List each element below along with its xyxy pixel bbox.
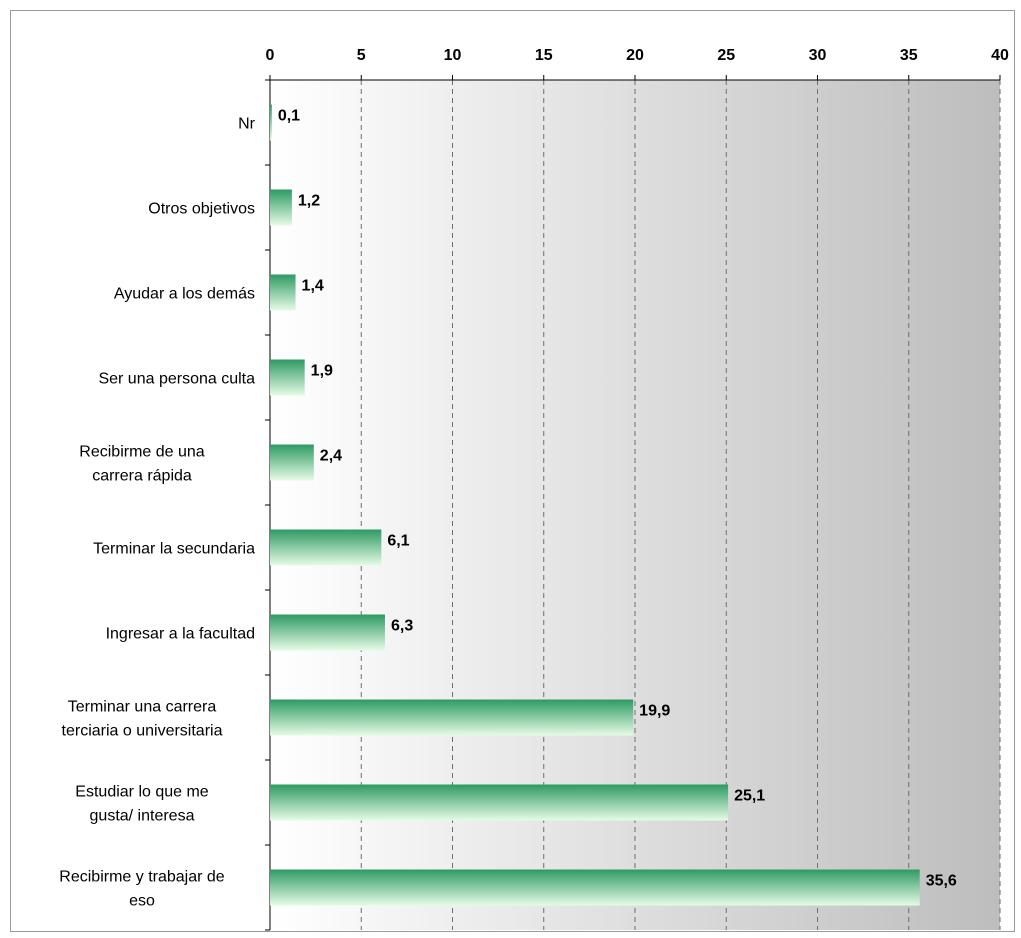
data-label-10: 35,6 (926, 873, 957, 890)
data-label-2: 1,2 (298, 193, 320, 210)
x-tick-label-30: 30 (809, 47, 827, 64)
category-label-2: Otros objetivos (148, 201, 255, 218)
bar-7 (270, 614, 385, 651)
category-label-7: Ingresar a la facultad (106, 626, 255, 643)
category-label-6: Terminar la secundaria (93, 541, 255, 558)
data-label-3: 1,4 (302, 278, 324, 295)
data-label-1: 0,1 (278, 108, 300, 125)
x-tick-label-0: 0 (266, 47, 275, 64)
bar-3 (270, 274, 296, 311)
data-label-9: 25,1 (734, 788, 765, 805)
category-label-4: Ser una persona culta (98, 371, 255, 388)
bar-5 (270, 444, 314, 481)
bar-4 (270, 359, 305, 396)
bar-2 (270, 189, 292, 226)
x-tick-label-5: 5 (357, 47, 366, 64)
x-tick-label-35: 35 (900, 47, 918, 64)
x-tick-label-10: 10 (444, 47, 462, 64)
data-label-4: 1,9 (311, 363, 333, 380)
data-label-6: 6,1 (387, 533, 409, 550)
data-label-8: 19,9 (639, 703, 670, 720)
x-tick-label-40: 40 (991, 47, 1009, 64)
x-tick-label-25: 25 (717, 47, 735, 64)
category-label-5: Recibirme de una carrera rápida (79, 444, 205, 485)
bar-9 (270, 784, 729, 821)
x-tick-label-20: 20 (626, 47, 644, 64)
bar-8 (270, 699, 634, 736)
category-label-1: Nr (238, 116, 256, 133)
bar-1 (270, 104, 272, 141)
category-label-8: Terminar una carrera terciaria o universi… (62, 699, 223, 740)
bar-6 (270, 529, 382, 566)
category-label-3: Ayudar a los demás (114, 286, 255, 303)
data-label-5: 2,4 (320, 448, 342, 465)
category-label-9: Estudiar lo que me gusta/ interesa (75, 784, 209, 825)
data-label-7: 6,3 (391, 618, 413, 635)
bar-10 (270, 869, 920, 906)
x-tick-label-15: 15 (535, 47, 553, 64)
category-label-10: Recibirme y trabajar de eso (59, 869, 225, 910)
